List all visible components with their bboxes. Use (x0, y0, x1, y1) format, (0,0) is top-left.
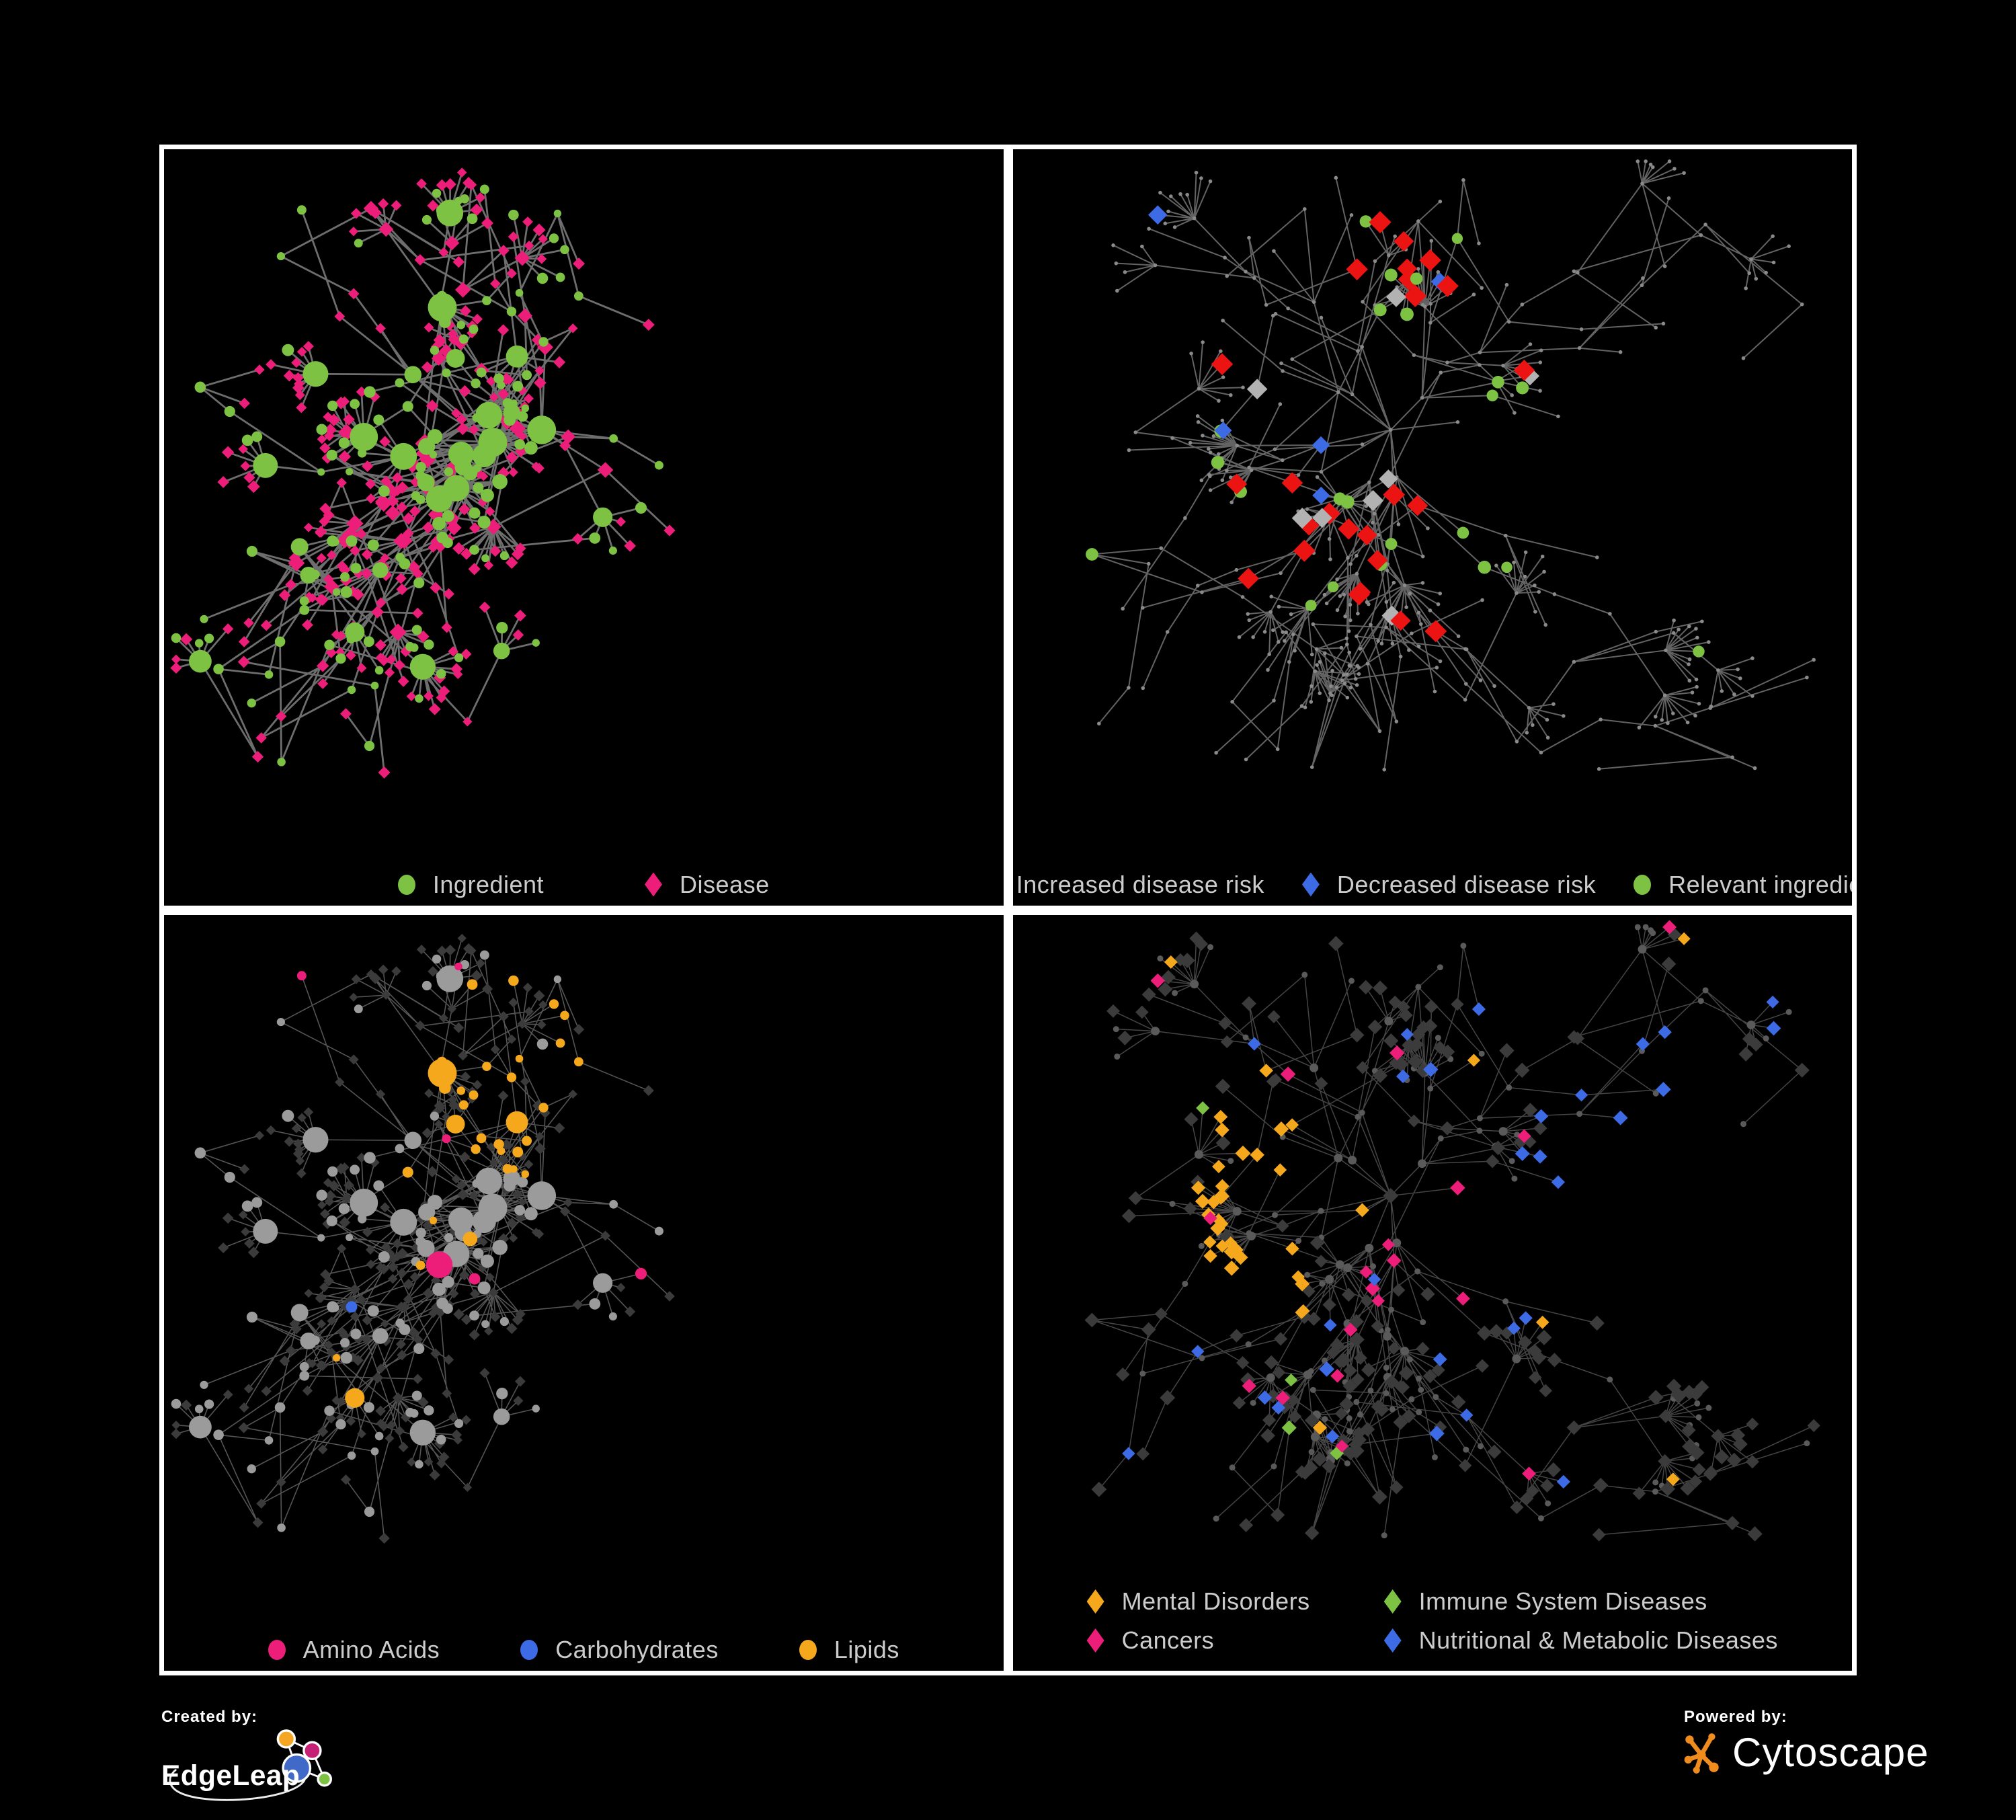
nutritional-metabolic-diamond-icon (1383, 1628, 1402, 1653)
cancers-diamond-icon (1086, 1628, 1104, 1653)
legend-item-cancers: Cancers (1086, 1626, 1215, 1655)
edgeleap-blue-node-icon (282, 1753, 312, 1783)
created-by-label: Created by: (161, 1708, 258, 1726)
legend-item-immune-diseases: Immune System Diseases (1383, 1587, 1707, 1616)
cytoscape-name: Cytoscape (1732, 1730, 1929, 1775)
panel-nutrient-classes: Amino Acids Carbohydrates Lipids (159, 910, 1008, 1675)
legend-item-nutritional-metabolic: Nutritional & Metabolic Diseases (1383, 1626, 1778, 1655)
legend-label: Lipids (834, 1636, 899, 1663)
decreased-risk-diamond-icon (1301, 872, 1320, 897)
legend-item-ingredient: Ingredient (397, 870, 545, 899)
legend-disease-risk: Increased disease risk Decreased disease… (1013, 870, 1852, 899)
legend-label: Amino Acids (303, 1636, 440, 1663)
edgeleap-green-node-icon (317, 1771, 332, 1787)
edgeleap-magenta-node-icon (303, 1741, 322, 1761)
lipids-circle-icon (799, 1640, 817, 1660)
panel-grid: Ingredient Disease Increased disease ris… (159, 145, 1857, 1675)
panel-disease-risk: Increased disease risk Decreased disease… (1008, 145, 1857, 910)
panel-ingredient-disease: Ingredient Disease (159, 145, 1008, 910)
legend-nutrient-classes: Amino Acids Carbohydrates Lipids (164, 1636, 1004, 1664)
network-highlight-nodes (171, 184, 663, 766)
legend-label: Increased disease risk (1016, 870, 1264, 898)
edgeleap-orange-node-icon (276, 1729, 296, 1749)
disease-diamond-icon (645, 872, 663, 897)
legend-label: Decreased disease risk (1336, 870, 1597, 898)
mental-disorders-diamond-icon (1086, 1589, 1104, 1614)
amino-acids-circle-icon (268, 1640, 286, 1660)
ingredient-circle-icon (397, 874, 415, 895)
network-edges (1091, 926, 1814, 1536)
relevant-ingredient-circle-icon (1634, 874, 1652, 895)
legend-label: Disease (680, 870, 770, 898)
legend-label: Mental Disorders (1121, 1587, 1310, 1615)
legend-item-relevant-ingredient: Relevant ingredient (1634, 870, 1852, 899)
legend-item-carbohydrates: Carbohydrates (520, 1636, 719, 1664)
network-highlight-nodes (1121, 919, 1781, 1489)
legend-label: Ingredient (432, 870, 545, 898)
legend-label: Immune System Diseases (1418, 1587, 1707, 1615)
legend-label: Nutritional & Metabolic Diseases (1418, 1626, 1778, 1654)
legend-label: Cancers (1121, 1626, 1215, 1654)
legend-item-increased-risk: Increased disease risk (1012, 870, 1264, 899)
network-edges (1091, 161, 1814, 770)
immune-diseases-diamond-icon (1383, 1589, 1402, 1614)
legend-disease-classes: Mental Disorders Immune System Diseases … (1013, 1587, 1853, 1655)
edgeleap-swoosh (169, 1769, 306, 1801)
legend-item-amino-acids: Amino Acids (268, 1636, 440, 1664)
legend-item-lipids: Lipids (799, 1636, 899, 1664)
network-nodes (171, 950, 663, 1532)
nutrient-class-graph (171, 933, 675, 1544)
edgeleap-branding: Created by: EdgeLeap (161, 1708, 336, 1803)
disease-class-graph (1084, 919, 1820, 1542)
network-highlight-nodes (296, 962, 647, 1408)
network-base-nodes (1090, 159, 1816, 772)
edgeleap-logo-nodes (276, 1729, 332, 1787)
ingredient-disease-graph (170, 167, 676, 779)
carbohydrates-circle-icon (520, 1640, 538, 1660)
edgeleap-name: EdgeLeap (161, 1759, 300, 1791)
panel-disease-classes: Mental Disorders Immune System Diseases … (1008, 910, 1857, 1675)
powered-by-label: Powered by: (1684, 1708, 1787, 1726)
cytoscape-lockup: Cytoscape (1684, 1729, 1929, 1776)
legend-item-mental-disorders: Mental Disorders (1086, 1587, 1310, 1616)
legend-item-disease: Disease (645, 871, 770, 899)
legend-label: Relevant ingredient (1668, 870, 1852, 898)
legend-ingredient-disease: Ingredient Disease (164, 871, 1004, 899)
legend-item-decreased-risk: Decreased disease risk (1301, 870, 1597, 899)
cytoscape-branding: Powered by: Cytoscape (1684, 1708, 1929, 1776)
legend-label: Carbohydrates (555, 1636, 719, 1663)
cytoscape-logo-icon (1684, 1733, 1719, 1774)
disease-risk-graph (1085, 159, 1816, 772)
edgeleap-logo: EdgeLeap (161, 1729, 332, 1801)
